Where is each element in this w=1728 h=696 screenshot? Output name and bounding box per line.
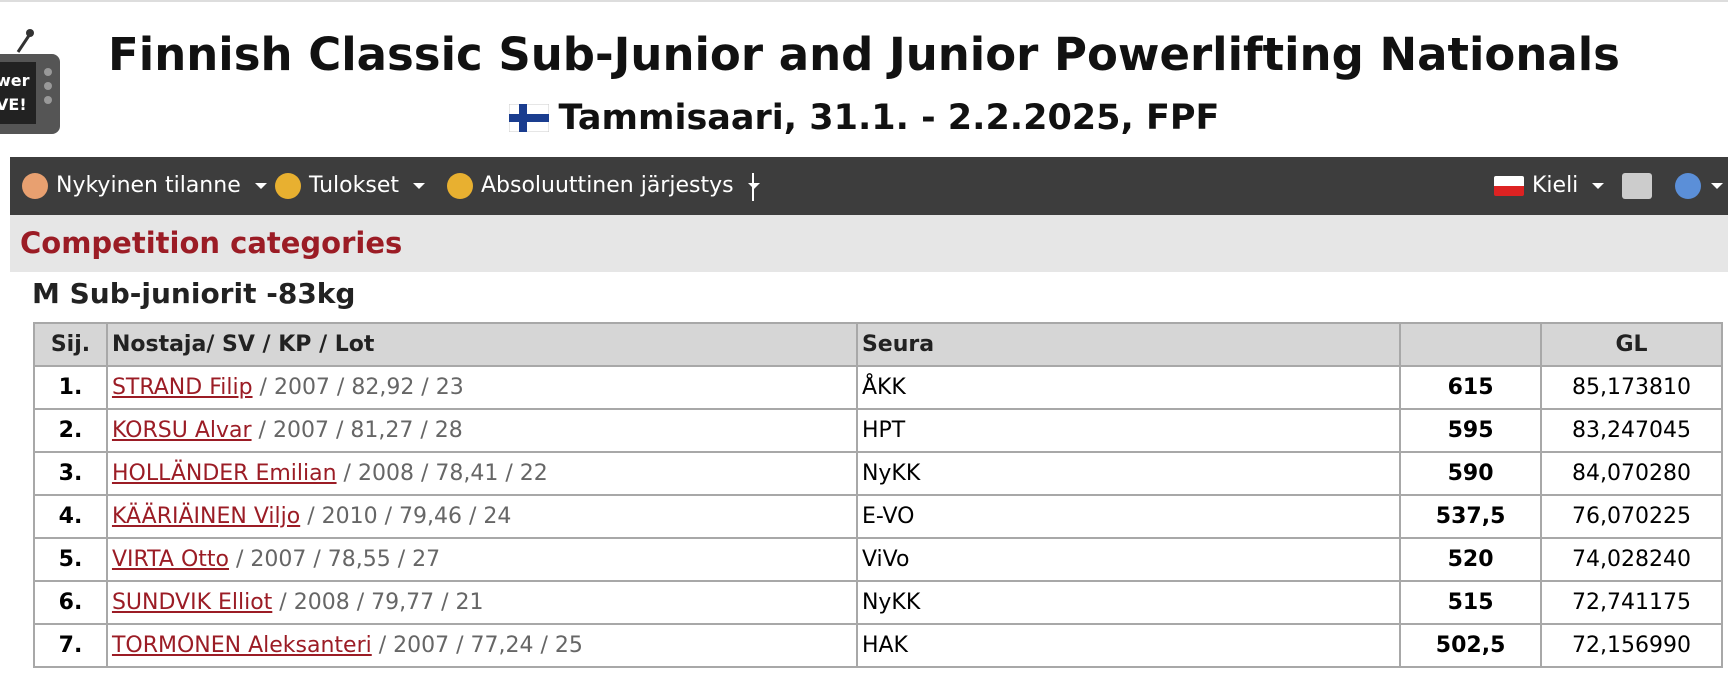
lifter-details: / 2007 / 77,24 / 25 (371, 633, 583, 658)
gl-cell: 83,247045 (1540, 408, 1723, 453)
lifter-details: / 2010 / 79,46 / 24 (300, 504, 512, 529)
header-cell: Seura (855, 322, 1402, 367)
print-button[interactable] (1622, 157, 1660, 215)
flag (508, 103, 550, 133)
table-row: 4. KÄÄRIÄINEN Viljo / 2010 / 79,46 / 24 E-… (33, 494, 1723, 539)
lifter-link[interactable]: HOLLÄNDER Emilian (111, 461, 337, 486)
lifter-link[interactable]: SUNDVIK Elliot (111, 590, 273, 615)
logo: wer VE! (0, 29, 60, 134)
header-cell: Sij. (33, 322, 108, 367)
header-cell: Nostaja/ SV / KP / Lot (105, 322, 858, 367)
menu-item[interactable]: Absoluuttinen järjestys (447, 157, 760, 215)
club-cell: HPT (855, 408, 1402, 453)
lifter-cell: TORMONEN Aleksanteri / 2007 / 77,24 / 25 (105, 623, 858, 668)
rank-cell: 2. (33, 408, 108, 453)
menu-item[interactable]: Kieli (1494, 157, 1605, 215)
club-cell: NyKK (855, 580, 1402, 625)
table-row: 3. HOLLÄNDER Emilian / 2008 / 78,41 / 22 N… (33, 451, 1723, 496)
logo-text: wer (0, 71, 30, 90)
lifter-details: / 2007 / 78,55 / 27 (228, 547, 441, 572)
club-cell: ÅKK (855, 365, 1402, 410)
menu-label: Absoluuttinen järjestys (481, 173, 734, 198)
lifter-details: / 2007 / 81,27 / 28 (251, 418, 463, 443)
subtitle: Tammisaari, 31.1. - 2.2.2025, FPF (0, 98, 1728, 138)
lifter-link[interactable]: TORMONEN Aleksanteri (111, 633, 372, 658)
menu-item[interactable]: Tulokset (275, 157, 425, 215)
table-row: 5. VIRTA Otto / 2007 / 78,55 / 27 ViVo 520 7… (33, 537, 1723, 582)
lifter-details: / 2008 / 78,41 / 22 (336, 461, 548, 486)
menu-label: Tulokset (309, 173, 399, 198)
gl-cell: 85,173810 (1540, 365, 1723, 410)
club-cell: ViVo (855, 537, 1402, 582)
total-cell: 515 (1399, 580, 1543, 625)
club-cell: E-VO (855, 494, 1402, 539)
category-title: M Sub-juniorit -83kg (32, 277, 356, 310)
menu-bar: Nykyinen tilanne Tulokset Absoluuttinen … (10, 157, 1728, 215)
rank-cell: 1. (33, 365, 108, 410)
menu-label: Kieli (1532, 173, 1579, 198)
menu-label: Nykyinen tilanne (56, 173, 241, 198)
lifter-cell: KORSU Alvar / 2007 / 81,27 / 28 (105, 408, 858, 453)
section-title: Competition categories (20, 226, 403, 260)
total-cell: 537,5 (1399, 494, 1543, 539)
lifter-link[interactable]: KORSU Alvar (111, 418, 252, 443)
total-cell: 520 (1399, 537, 1543, 582)
header-cell: GL (1540, 322, 1723, 367)
header-row: Sij. Nostaja/ SV / KP / Lot Seura GL (33, 322, 1723, 367)
table-row: 6. SUNDVIK Elliot / 2008 / 79,77 / 21 NyKK… (33, 580, 1723, 625)
club-cell: NyKK (855, 451, 1402, 496)
lifter-cell: STRAND Filip / 2007 / 82,92 / 23 (105, 365, 858, 410)
table-row: 7. TORMONEN Aleksanteri / 2007 / 77,24 / … (33, 623, 1723, 668)
total-cell: 595 (1399, 408, 1543, 453)
lifter-details: / 2007 / 82,92 / 23 (252, 375, 464, 400)
header-cell (1399, 322, 1543, 367)
table-row: 2. KORSU Alvar / 2007 / 81,27 / 28 HPT 595 8… (33, 408, 1723, 453)
club-cell: HAK (855, 623, 1402, 668)
results-table: Sij. Nostaja/ SV / KP / Lot Seura GL 1. S… (33, 322, 1723, 668)
lifter-link[interactable]: VIRTA Otto (111, 547, 229, 572)
lifter-cell: HOLLÄNDER Emilian / 2008 / 78,41 / 22 (105, 451, 858, 496)
rank-cell: 6. (33, 580, 108, 625)
lifter-link[interactable]: STRAND Filip (111, 375, 253, 400)
rank-cell: 4. (33, 494, 108, 539)
total-cell: 502,5 (1399, 623, 1543, 668)
help-button[interactable] (1675, 157, 1723, 215)
lifter-cell: SUNDVIK Elliot / 2008 / 79,77 / 21 (105, 580, 858, 625)
lifter-cell: KÄÄRIÄINEN Viljo / 2010 / 79,46 / 24 (105, 494, 858, 539)
lifter-link[interactable]: KÄÄRIÄINEN Viljo (111, 504, 301, 529)
lifter-cell: VIRTA Otto / 2007 / 78,55 / 27 (105, 537, 858, 582)
logo-text: VE! (0, 95, 27, 114)
gl-cell: 74,028240 (1540, 537, 1723, 582)
gl-cell: 84,070280 (1540, 451, 1723, 496)
title: Finnish Classic Sub-Junior and Junior Po… (108, 28, 1620, 81)
section-bar (10, 215, 1728, 272)
total-cell: 590 (1399, 451, 1543, 496)
menu-item[interactable]: Nykyinen tilanne (22, 157, 267, 215)
lifter-details: / 2008 / 79,77 / 21 (272, 590, 484, 615)
rank-cell: 3. (33, 451, 108, 496)
gl-cell: 76,070225 (1540, 494, 1723, 539)
gl-cell: 72,741175 (1540, 580, 1723, 625)
subtitle-text: Tammisaari, 31.1. - 2.2.2025, FPF (558, 98, 1220, 138)
rank-cell: 7. (33, 623, 108, 668)
rank-cell: 5. (33, 537, 108, 582)
table-row: 1. STRAND Filip / 2007 / 82,92 / 23 ÅKK 615… (33, 365, 1723, 410)
total-cell: 615 (1399, 365, 1543, 410)
gl-cell: 72,156990 (1540, 623, 1723, 668)
